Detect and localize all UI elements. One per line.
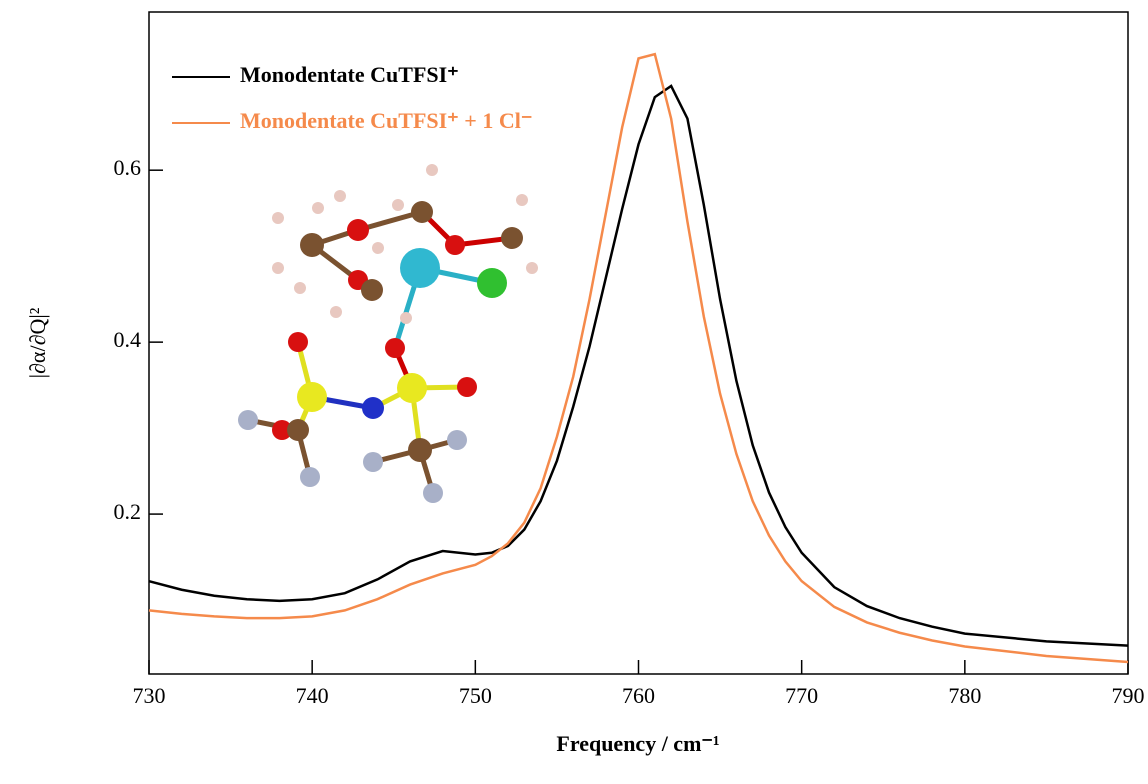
x-tick-label: 790: [1112, 683, 1145, 708]
legend-entry: Monodentate CuTFSI⁺ + 1 Cl⁻: [240, 108, 532, 133]
x-tick-label: 770: [785, 683, 818, 708]
x-tick-label: 780: [948, 683, 981, 708]
y-tick-label: 0.4: [114, 327, 142, 352]
data-line: [148, 52, 1129, 664]
y-axis-label: |∂α/∂Q|²: [25, 307, 50, 378]
x-tick-label: 760: [622, 683, 655, 708]
x-axis-label: Frequency / cm⁻¹: [556, 731, 719, 756]
molecule-illustration: [238, 164, 538, 503]
x-tick-label: 740: [296, 683, 329, 708]
legend-entry: Monodentate CuTFSI⁺: [240, 62, 459, 87]
x-tick-label: 730: [133, 683, 166, 708]
x-tick-label: 750: [459, 683, 492, 708]
y-tick-label: 0.6: [114, 155, 142, 180]
data-line: [148, 84, 1129, 647]
y-tick-label: 0.2: [114, 499, 142, 524]
